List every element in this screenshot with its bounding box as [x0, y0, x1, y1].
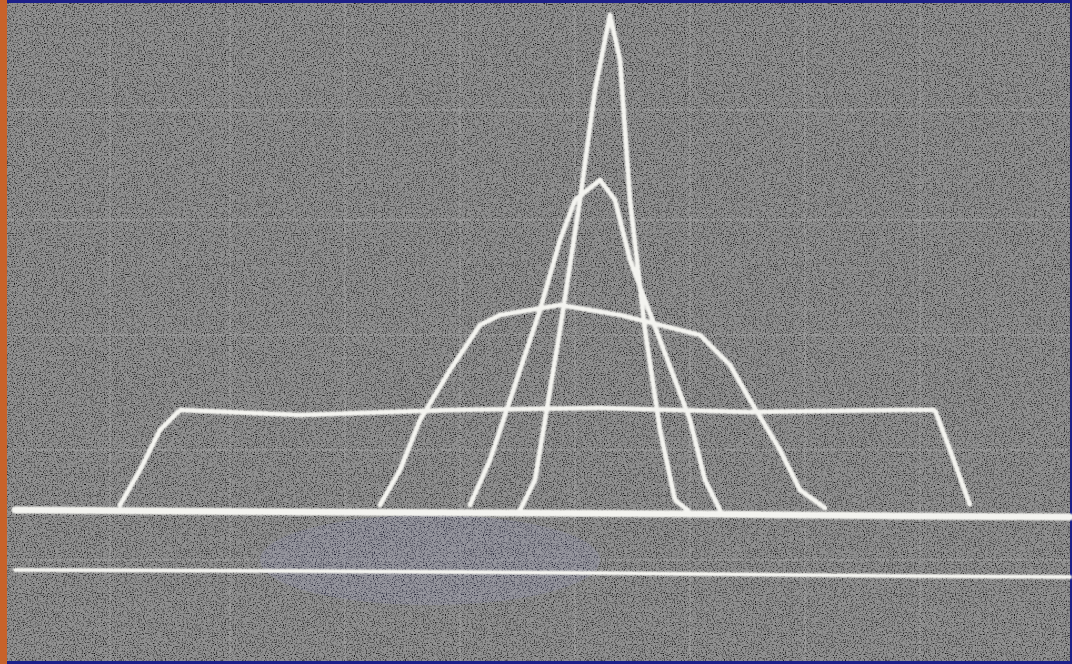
oscilloscope-photo: [0, 0, 1072, 664]
page: [0, 0, 1072, 664]
noise: [7, 3, 1070, 661]
frame-edge: [0, 0, 7, 664]
